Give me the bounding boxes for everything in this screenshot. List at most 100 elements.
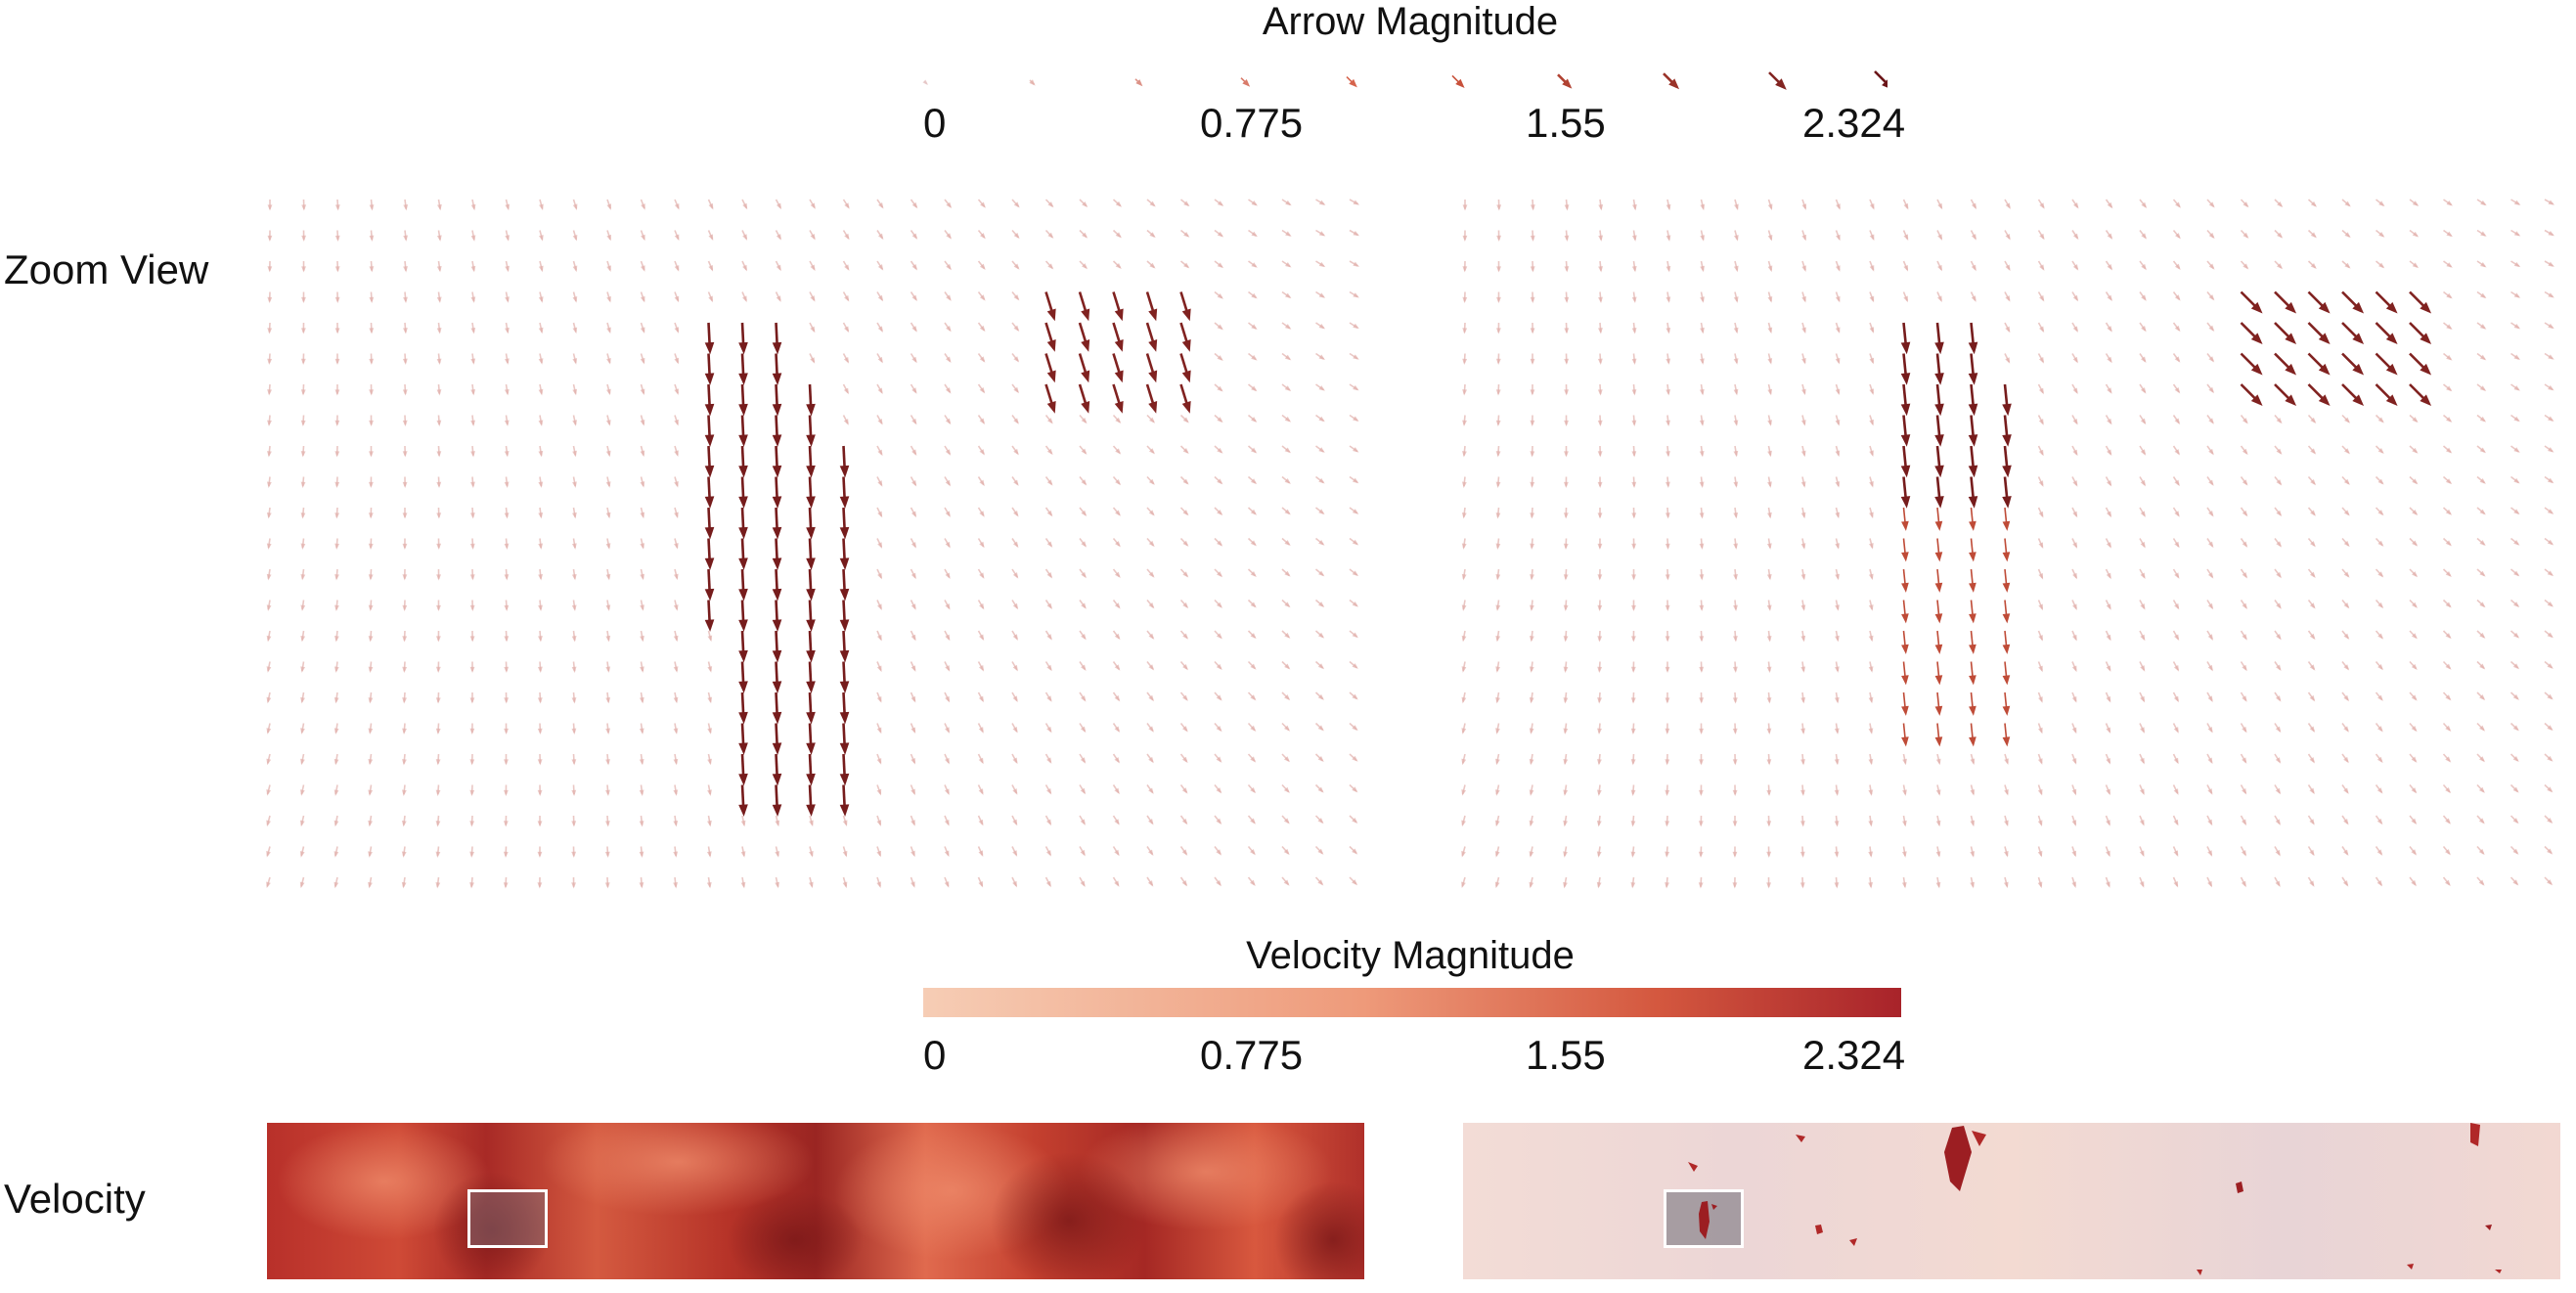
quiver-arrow [1462,230,1468,243]
quiver-arrow [1315,352,1325,361]
quiver-arrow [1461,815,1466,827]
quiver-arrow [504,507,510,519]
quiver-arrow [2341,290,2365,314]
quiver-arrow [1112,600,1121,609]
quiver-arrow [1529,661,1534,673]
quiver-arrow [1733,476,1739,488]
quiver-arrow [300,630,306,643]
quiver-arrow [741,199,748,210]
quiver-arrow [436,260,442,273]
quiver-arrow [1835,507,1841,519]
quiver-arrow [334,353,340,366]
quiver-arrow [1563,476,1569,489]
quiver-arrow [1766,876,1771,889]
quiver-arrow [2071,815,2077,826]
quiver-arrow [538,415,544,426]
quiver-arrow [808,876,814,889]
quiver-arrow [977,476,985,487]
quiver-arrow [1214,783,1222,794]
quiver-arrow [1044,568,1053,579]
quiver-arrow [876,445,883,457]
quiver-arrow [1315,260,1326,268]
quiver-arrow [2307,537,2316,548]
quiver-arrow [2037,876,2043,889]
quiver-arrow [910,507,917,518]
quiver-arrow [1529,753,1534,766]
quiver-arrow [1529,784,1534,796]
quiver-arrow [876,815,882,826]
quiver-arrow [1902,199,1909,210]
quiver-arrow [1179,445,1189,455]
quiver-arrow [2375,475,2384,485]
quiver-arrow [1079,691,1087,702]
quiver-arrow [1801,353,1806,365]
quiver-arrow [2002,445,2012,478]
quiver-arrow [606,353,611,365]
quiver-arrow [1766,568,1772,581]
quiver-arrow [2071,476,2078,487]
quiver-arrow [2274,475,2283,486]
quiver-arrow [1665,784,1670,797]
quiver-arrow [673,630,679,643]
quiver-arrow [2206,661,2213,672]
quiver-arrow [605,538,611,550]
quiver-arrow [300,507,306,519]
quiver-arrow [1869,199,1875,210]
quiver-arrow [435,753,441,766]
quiver-arrow [1631,322,1637,334]
quiver-arrow [1934,600,1943,624]
quiver-arrow [2002,723,2011,747]
quiver-arrow [1597,568,1603,581]
quiver-arrow [1631,507,1637,519]
quiver-arrow [266,753,272,766]
quiver-arrow [1315,414,1325,423]
quiver-arrow [2341,260,2351,269]
quiver-arrow [299,876,305,889]
quiver-arrow [1044,876,1051,888]
quiver-arrow [2274,876,2281,888]
quiver-arrow [1868,661,1874,673]
quiver-arrow [674,230,680,242]
quiver-arrow [1597,630,1603,643]
quiver-arrow [2409,815,2418,825]
quiver-arrow [1011,353,1020,363]
quiver-arrow [704,507,715,540]
quiver-arrow [2307,723,2316,733]
quiver-arrow [2375,722,2383,733]
quiver-arrow [2139,815,2145,826]
quiver-arrow [1349,507,1359,514]
quiver-arrow [2240,322,2263,345]
quiver-arrow [704,383,715,417]
quiver-arrow [2071,445,2078,457]
quiver-arrow [2105,260,2113,271]
quiver-arrow [267,260,273,273]
quiver-arrow [2002,600,2011,624]
quiver-arrow [1495,753,1500,766]
quiver-arrow [1146,260,1156,269]
quiver-arrow [1799,846,1805,858]
quiver-arrow [470,260,476,273]
quiver-arrow [403,260,408,273]
quiver-arrow [436,538,442,551]
quiver-arrow [267,445,272,458]
quiver-arrow [1901,723,1909,747]
quiver-arrow [2375,229,2385,238]
quiver-arrow [2442,691,2452,701]
quiver-arrow [876,600,882,610]
quiver-arrow [333,630,339,643]
quiver-arrow [1011,445,1019,456]
quiver-arrow [1698,815,1704,827]
quiver-arrow [1281,199,1292,206]
quiver-arrow [1179,876,1188,887]
quiver-arrow [1630,661,1636,674]
quiver-arrow [1247,475,1258,485]
quiver-arrow [2037,291,2045,302]
quiver-arrow [606,291,611,303]
quiver-arrow [2037,199,2045,209]
quiver-arrow [2409,445,2419,454]
quiver-arrow [1281,322,1292,330]
quiver-arrow [402,538,408,551]
quiver-arrow [1935,753,1941,766]
quiver-arrow [1281,507,1291,515]
quiver-arrow [1732,876,1738,889]
